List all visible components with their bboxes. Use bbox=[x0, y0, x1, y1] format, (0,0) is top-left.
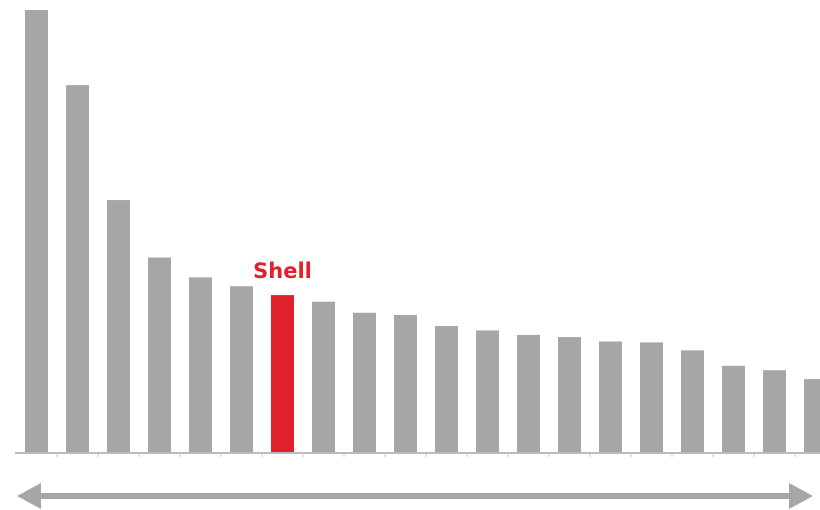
bar bbox=[558, 337, 581, 452]
bar bbox=[763, 370, 786, 452]
bar bbox=[312, 301, 335, 452]
bar bbox=[804, 379, 820, 452]
bar bbox=[107, 200, 130, 452]
bar bbox=[681, 350, 704, 452]
x-axis-ticks bbox=[56, 453, 796, 457]
double-arrow-icon bbox=[17, 483, 813, 509]
bars-group bbox=[25, 10, 820, 452]
highlight-label: Shell bbox=[253, 259, 312, 283]
bar bbox=[189, 277, 212, 452]
bar bbox=[476, 330, 499, 452]
bar bbox=[148, 257, 171, 452]
bar bbox=[517, 334, 540, 452]
bar bbox=[230, 286, 253, 452]
bar bbox=[394, 314, 417, 452]
bar bbox=[599, 341, 622, 452]
bar bbox=[435, 326, 458, 452]
bar bbox=[722, 365, 745, 452]
bar bbox=[25, 10, 48, 452]
bar bbox=[353, 312, 376, 452]
arrow-head-left bbox=[17, 483, 41, 509]
bar bbox=[640, 342, 663, 452]
bar-highlighted bbox=[271, 295, 294, 452]
bar bbox=[66, 85, 89, 452]
arrow-head-right bbox=[789, 483, 813, 509]
